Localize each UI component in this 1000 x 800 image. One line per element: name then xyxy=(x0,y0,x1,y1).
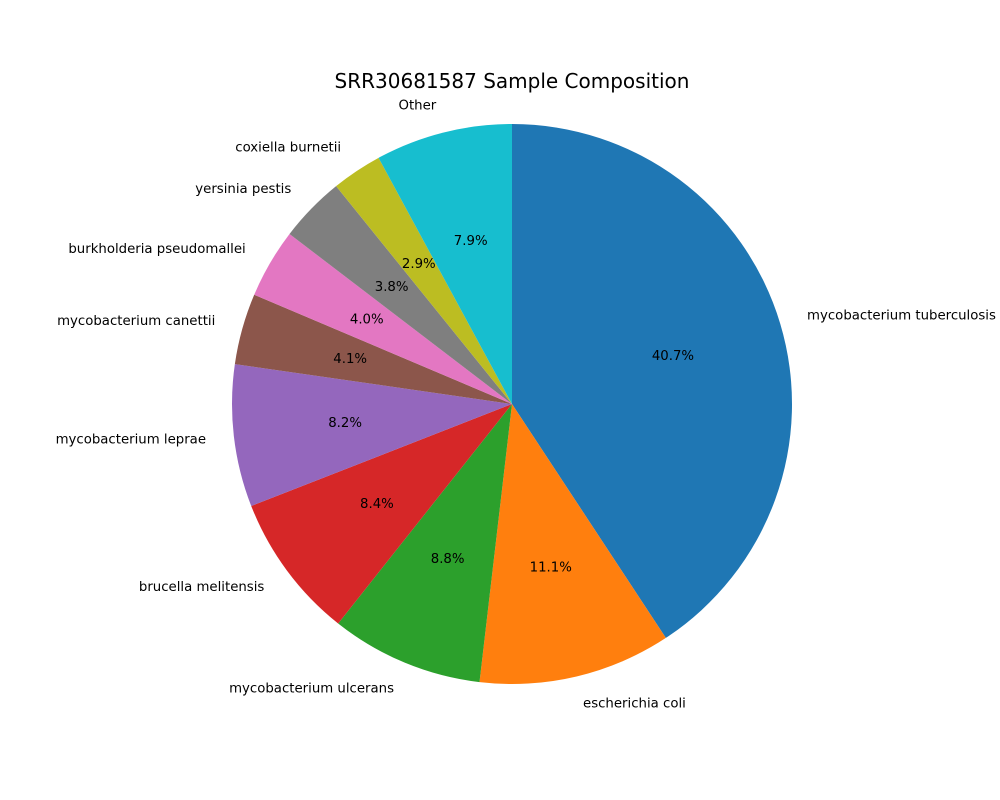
pie-slice-mycobacterium-ulcerans xyxy=(338,404,512,683)
pie-slice-mycobacterium-canettii xyxy=(234,294,513,404)
pie-slice-mycobacterium-tuberculosis xyxy=(512,124,792,638)
percent-labels: 40.7% 11.1% 8.8% 8.4% 8.2% 4.1% 4.0% 3.8% 2.9% 7.… xyxy=(328,234,694,575)
slice-label-mycobacterium-tuberculosis: mycobacterium tuberculosis xyxy=(807,309,996,324)
pie-slice-yersinia-pestis xyxy=(289,186,512,404)
slice-label-escherichia-coli: escherichia coli xyxy=(583,697,686,712)
percent-label-mycobacterium-tuberculosis: 40.7% xyxy=(652,349,694,364)
slice-label-mycobacterium-ulcerans: mycobacterium ulcerans xyxy=(229,682,394,697)
percent-label-escherichia-coli: 11.1% xyxy=(530,560,572,575)
percent-label-other: 7.9% xyxy=(454,234,488,249)
pie-slice-other xyxy=(378,124,512,404)
pie-slice-brucella-melitensis xyxy=(251,404,512,624)
slice-label-mycobacterium-canettii: mycobacterium canettii xyxy=(57,314,215,329)
percent-label-mycobacterium-leprae: 8.2% xyxy=(328,416,362,431)
percent-label-brucella-melitensis: 8.4% xyxy=(360,497,394,512)
slice-label-mycobacterium-leprae: mycobacterium leprae xyxy=(56,432,206,447)
chart-title: SRR30681587 Sample Composition xyxy=(335,69,690,93)
percent-label-burkholderia-pseudomallei: 4.0% xyxy=(350,313,384,328)
slice-label-brucella-melitensis: brucella melitensis xyxy=(139,580,265,595)
slice-label-burkholderia-pseudomallei: burkholderia pseudomallei xyxy=(68,242,245,257)
slice-label-coxiella-burnetii: coxiella burnetii xyxy=(235,141,341,156)
pie-slices xyxy=(232,124,792,684)
percent-label-mycobacterium-ulcerans: 8.8% xyxy=(431,552,465,567)
slice-labels: mycobacterium tuberculosis escherichia co… xyxy=(56,98,996,711)
pie-slice-burkholderia-pseudomallei xyxy=(254,233,512,404)
percent-label-yersinia-pestis: 3.8% xyxy=(375,280,409,295)
slice-label-yersinia-pestis: yersinia pestis xyxy=(195,182,291,197)
pie-slice-escherichia-coli xyxy=(479,404,666,684)
slice-label-other: Other xyxy=(399,98,437,113)
pie-slice-coxiella-burnetii xyxy=(336,157,512,404)
percent-label-coxiella-burnetii: 2.9% xyxy=(402,257,436,272)
pie-slice-mycobacterium-leprae xyxy=(232,364,512,506)
percent-label-mycobacterium-canettii: 4.1% xyxy=(333,352,367,367)
